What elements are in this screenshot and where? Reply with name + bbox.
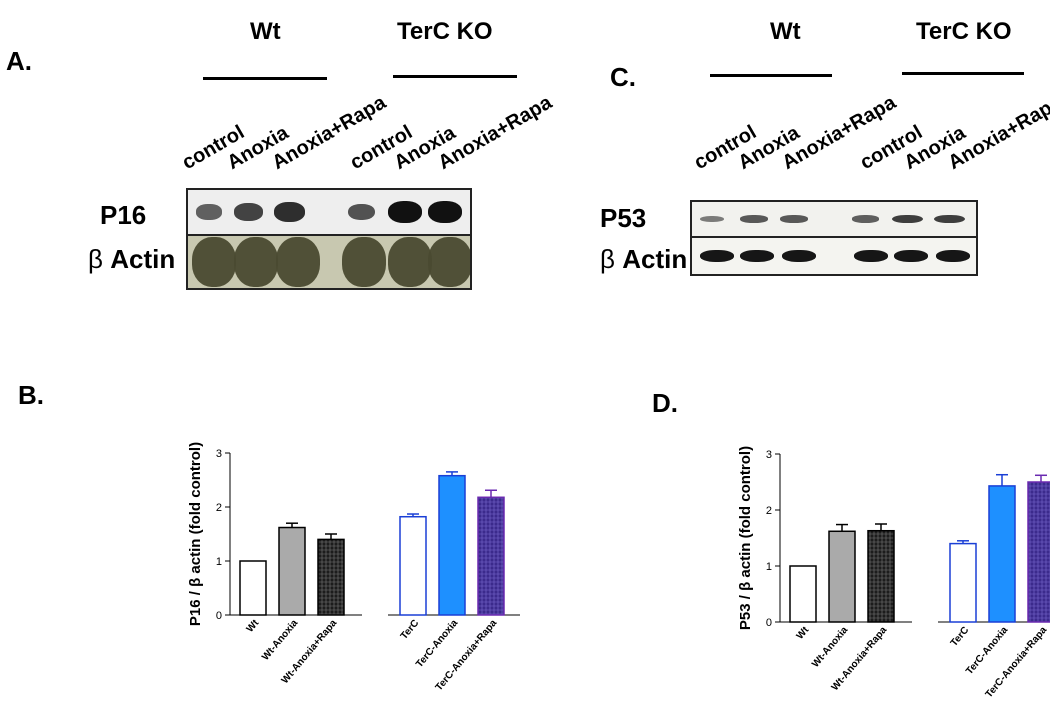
panel-c-row2-label: β Actin xyxy=(600,244,687,275)
blot-band xyxy=(388,237,432,287)
panel-c-wt-line xyxy=(710,74,832,77)
category-label: Wt xyxy=(795,624,812,641)
blot-band xyxy=(388,201,422,223)
actin-text: Actin xyxy=(622,244,688,274)
blot-band xyxy=(342,237,386,287)
panel-c-letter: C. xyxy=(610,62,636,92)
blot-band xyxy=(854,250,888,262)
category-label: TerC xyxy=(399,618,422,642)
panel-c-p53-blot xyxy=(690,200,978,238)
actin-text: Actin xyxy=(110,244,176,274)
blot-band xyxy=(234,237,278,287)
panel-a-letter: A. xyxy=(6,46,32,76)
blot-band xyxy=(276,237,320,287)
panel-c-ko-line xyxy=(902,72,1024,75)
bar xyxy=(949,542,977,623)
category-label: Wt-Anoxia xyxy=(260,618,300,663)
blot-band xyxy=(196,204,222,220)
panel-c-group-ko: TerC KO xyxy=(916,18,1012,45)
bar xyxy=(278,526,306,616)
panel-c-row1-label: P53 xyxy=(600,203,647,233)
category-label: TerC xyxy=(949,625,972,649)
blot-band xyxy=(348,203,376,221)
category-label: Wt xyxy=(245,617,262,634)
beta-symbol: β xyxy=(600,244,615,274)
blot-band xyxy=(700,250,734,262)
panel-a-actin-blot xyxy=(186,234,472,290)
bar xyxy=(789,565,817,623)
panel-c-actin-blot xyxy=(690,236,978,276)
blot-band xyxy=(934,214,965,224)
bar xyxy=(867,529,895,623)
blot-band xyxy=(274,202,305,222)
y-tick-label: 2 xyxy=(216,502,222,514)
blot-band xyxy=(894,250,928,262)
blot-band xyxy=(700,215,725,223)
bar xyxy=(239,560,267,616)
blot-band xyxy=(428,201,462,223)
blot-band xyxy=(892,214,923,224)
bar xyxy=(988,485,1016,623)
panel-a-wt-line xyxy=(203,77,327,80)
category-label: Wt-Anoxia xyxy=(810,625,850,670)
panel-d-letter: D. xyxy=(652,388,678,418)
blot-band xyxy=(740,250,774,262)
panel-a-row1-label: P16 xyxy=(100,200,147,230)
panel-a-group-ko: TerC KO xyxy=(397,18,493,45)
beta-symbol: β xyxy=(88,244,103,274)
panel-a-row2-label: β Actin xyxy=(88,244,175,275)
y-tick-label: 3 xyxy=(216,448,222,460)
bar xyxy=(317,538,345,616)
blot-band xyxy=(234,203,263,221)
panel-d-chart: 0 1 2 3 P53 / β actin (fold control) WtWt-Ano… xyxy=(737,446,1050,700)
y-tick-label: 2 xyxy=(766,505,772,517)
blot-band xyxy=(782,250,816,262)
bar xyxy=(828,530,856,623)
panel-a-ko-line xyxy=(393,75,517,78)
bar xyxy=(477,496,505,616)
y-tick-label: 0 xyxy=(766,617,772,629)
blot-band xyxy=(780,215,808,223)
y-tick-label: 1 xyxy=(766,561,772,573)
blot-band xyxy=(852,215,880,223)
panel-a-group-wt: Wt xyxy=(250,18,281,45)
panel-c-group-wt: Wt xyxy=(770,18,801,45)
blot-band xyxy=(428,237,470,287)
panel-b-letter: B. xyxy=(18,380,44,410)
bar xyxy=(399,515,427,616)
bar xyxy=(1027,481,1050,623)
blot-band xyxy=(192,237,236,287)
y-tick-label: 1 xyxy=(216,556,222,568)
panel-a-p16-blot xyxy=(186,188,472,236)
y-tick-label: 0 xyxy=(216,610,222,622)
blot-band xyxy=(740,215,768,223)
panel-b-chart: 0 1 2 3 P16 / β actin (fold control) WtWt-Ano… xyxy=(187,442,520,693)
blot-band xyxy=(936,250,970,262)
y-axis-label: P16 / β actin (fold control) xyxy=(187,442,204,626)
y-tick-label: 3 xyxy=(766,449,772,461)
y-axis-label: P53 / β actin (fold control) xyxy=(737,446,754,630)
bar xyxy=(438,474,466,616)
